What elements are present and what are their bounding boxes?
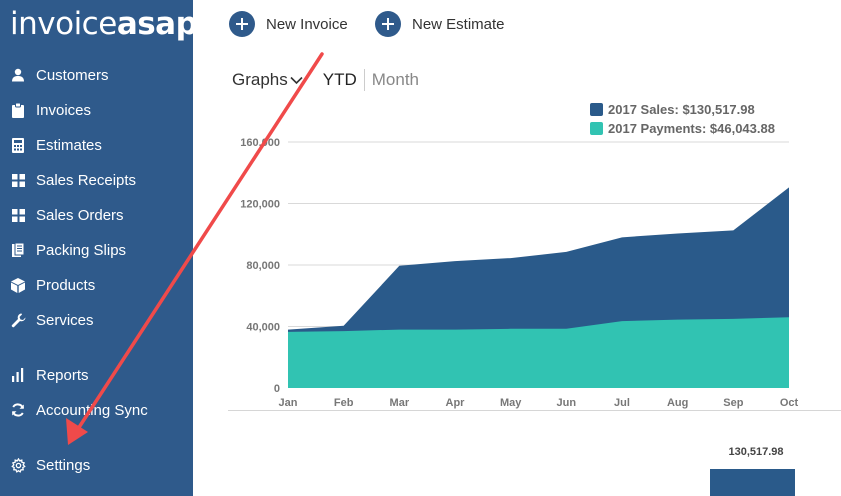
sidebar-item-label: Services xyxy=(36,311,94,329)
new-invoice-label: New Invoice xyxy=(266,15,348,33)
tab-ytd[interactable]: YTD xyxy=(322,70,357,89)
sidebar-item-accounting-sync[interactable]: Accounting Sync xyxy=(0,395,193,425)
legend-label-payments: 2017 Payments: $46,043.88 xyxy=(608,121,775,136)
sidebar-item-label: Estimates xyxy=(36,136,102,154)
tab-month[interactable]: Month xyxy=(371,70,419,89)
sidebar-item-services[interactable]: Services xyxy=(0,305,193,335)
legend-swatch-sales xyxy=(590,103,603,116)
x-tick-label: Jun xyxy=(557,397,577,409)
y-tick-label: 80,000 xyxy=(246,260,280,272)
sidebar-item-label: Settings xyxy=(36,456,91,474)
sidebar-item-reports[interactable]: Reports xyxy=(0,360,193,390)
chart-legend: 2017 Sales: $130,517.98 2017 Payments: $… xyxy=(590,100,775,138)
grid-icon xyxy=(0,208,36,222)
sidebar-item-settings[interactable]: Settings xyxy=(0,450,193,480)
gear-icon xyxy=(0,457,36,473)
box-icon xyxy=(0,277,36,293)
sidebar-item-sales-orders[interactable]: Sales Orders xyxy=(0,200,193,230)
x-tick-label: Mar xyxy=(390,397,410,409)
sidebar-item-label: Sales Orders xyxy=(36,206,124,224)
x-tick-label: Apr xyxy=(446,397,466,409)
sidebar-item-label: Sales Receipts xyxy=(36,171,137,189)
new-estimate-button[interactable]: New Estimate xyxy=(375,10,505,38)
sidebar-item-products[interactable]: Products xyxy=(0,270,193,300)
wrench-icon xyxy=(0,313,36,328)
clipboard-icon xyxy=(0,102,36,118)
chevron-down-icon xyxy=(290,76,303,84)
x-tick-label: Jul xyxy=(614,397,630,409)
y-tick-label: 160,000 xyxy=(240,137,280,149)
sidebar-item-label: Packing Slips xyxy=(36,241,127,259)
y-tick-label: 120,000 xyxy=(240,199,280,211)
x-tick-label: Oct xyxy=(780,397,799,409)
y-tick-label: 40,000 xyxy=(246,322,280,334)
sidebar-item-packing-slips[interactable]: Packing Slips xyxy=(0,235,193,265)
x-tick-label: Feb xyxy=(334,397,354,409)
legend-swatch-payments xyxy=(590,122,603,135)
sidebar: invoiceasap Customers Invoices Estimates… xyxy=(0,0,198,496)
sidebar-item-estimates[interactable]: Estimates xyxy=(0,130,193,160)
user-icon xyxy=(0,68,36,82)
chart-divider xyxy=(228,410,841,411)
graphs-dropdown[interactable]: Graphs xyxy=(232,70,303,90)
sidebar-item-label: Reports xyxy=(36,366,89,384)
sidebar-item-label: Accounting Sync xyxy=(36,401,148,419)
calculator-icon xyxy=(0,137,36,153)
total-bar[interactable] xyxy=(710,469,795,496)
graphs-label: Graphs xyxy=(232,70,288,89)
new-invoice-button[interactable]: New Invoice xyxy=(229,10,348,38)
x-tick-label: Aug xyxy=(667,397,688,409)
y-tick-label: 0 xyxy=(274,383,280,395)
packing-slips-icon xyxy=(0,242,36,258)
grid-icon xyxy=(0,173,36,187)
bar-chart-icon xyxy=(0,368,36,382)
x-tick-label: May xyxy=(500,397,522,409)
x-tick-label: Sep xyxy=(723,397,743,409)
view-selector: Graphs YTD Month xyxy=(232,68,419,92)
total-bar-label: 130,517.98 xyxy=(728,446,784,458)
plus-icon xyxy=(375,11,401,37)
sidebar-item-invoices[interactable]: Invoices xyxy=(0,95,193,125)
payments-area xyxy=(288,317,789,388)
legend-item-payments[interactable]: 2017 Payments: $46,043.88 xyxy=(590,119,775,138)
tab-divider xyxy=(363,69,365,91)
sync-icon xyxy=(0,403,36,417)
legend-label-sales: 2017 Sales: $130,517.98 xyxy=(608,102,755,117)
sidebar-item-label: Products xyxy=(36,276,96,294)
new-estimate-label: New Estimate xyxy=(412,15,505,33)
sidebar-item-sales-receipts[interactable]: Sales Receipts xyxy=(0,165,193,195)
x-tick-label: Jan xyxy=(279,397,298,409)
sidebar-item-label: Customers xyxy=(36,66,109,84)
legend-item-sales[interactable]: 2017 Sales: $130,517.98 xyxy=(590,100,775,119)
plus-icon xyxy=(229,11,255,37)
sidebar-item-label: Invoices xyxy=(36,101,92,119)
app-logo[interactable]: invoiceasap xyxy=(10,6,198,42)
sidebar-item-customers[interactable]: Customers xyxy=(0,60,193,90)
